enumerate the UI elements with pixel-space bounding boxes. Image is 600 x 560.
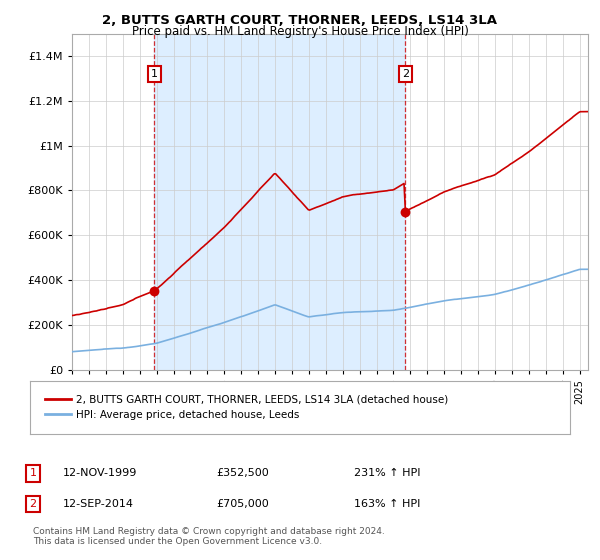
Point bbox=[401, 207, 410, 216]
Text: Contains HM Land Registry data © Crown copyright and database right 2024.
This d: Contains HM Land Registry data © Crown c… bbox=[33, 526, 385, 546]
Text: Price paid vs. HM Land Registry's House Price Index (HPI): Price paid vs. HM Land Registry's House … bbox=[131, 25, 469, 38]
Text: 231% ↑ HPI: 231% ↑ HPI bbox=[354, 468, 421, 478]
Text: 2, BUTTS GARTH COURT, THORNER, LEEDS, LS14 3LA: 2, BUTTS GARTH COURT, THORNER, LEEDS, LS… bbox=[103, 14, 497, 27]
Text: 1: 1 bbox=[29, 468, 37, 478]
Text: £352,500: £352,500 bbox=[216, 468, 269, 478]
Legend: 2, BUTTS GARTH COURT, THORNER, LEEDS, LS14 3LA (detached house), HPI: Average pr: 2, BUTTS GARTH COURT, THORNER, LEEDS, LS… bbox=[41, 391, 452, 424]
Text: 2: 2 bbox=[29, 499, 37, 509]
Point bbox=[149, 286, 159, 295]
Text: 12-SEP-2014: 12-SEP-2014 bbox=[63, 499, 134, 509]
Text: 163% ↑ HPI: 163% ↑ HPI bbox=[354, 499, 421, 509]
Text: £705,000: £705,000 bbox=[216, 499, 269, 509]
Text: 12-NOV-1999: 12-NOV-1999 bbox=[63, 468, 137, 478]
Text: 1: 1 bbox=[151, 69, 158, 79]
Text: 2: 2 bbox=[402, 69, 409, 79]
Bar bbox=[154, 34, 406, 370]
